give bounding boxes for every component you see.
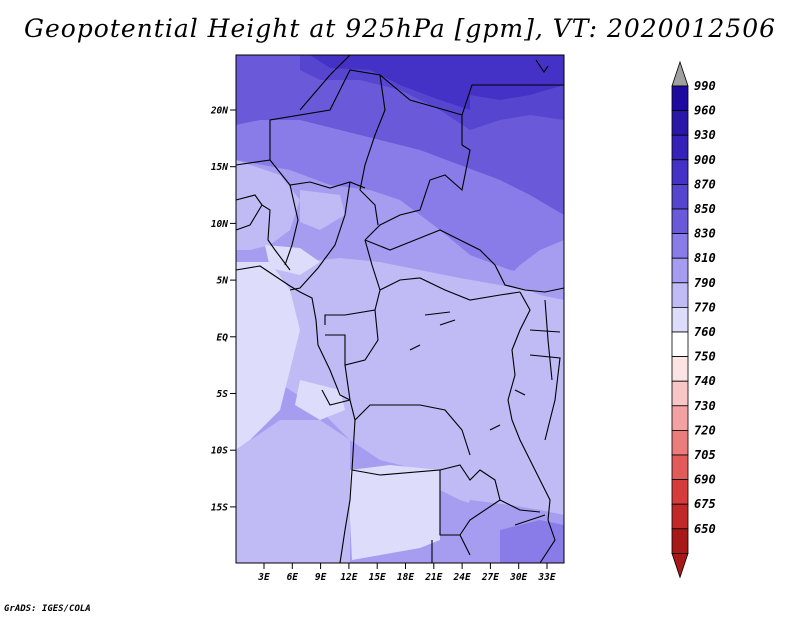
lat-tick-label: 10S xyxy=(211,446,228,457)
colorbar-bottom-arrow xyxy=(671,553,689,579)
lat-tick-label: 15S xyxy=(211,502,228,513)
colorbar-label: 850 xyxy=(694,202,716,216)
lon-tick-label: 12E xyxy=(340,572,357,583)
colorbar-swatch xyxy=(671,528,689,554)
lat-tick-label: EQ xyxy=(217,332,229,343)
colorbar-label: 750 xyxy=(694,350,716,364)
colorbar-swatch xyxy=(671,479,689,505)
colorbar-swatch xyxy=(671,110,689,136)
map-title: Geopotential Height at 925hPa [gpm], VT:… xyxy=(23,14,777,43)
colorbar-swatch xyxy=(671,306,689,333)
lat-tick-label: 10N xyxy=(211,219,228,230)
colorbar-label: 990 xyxy=(694,79,716,93)
colorbar-label: 730 xyxy=(694,399,716,413)
colorbar-label: 930 xyxy=(694,128,716,142)
longitude-axis: 3E 6E 9E 12E 15E 18E 21E 24E 27E 30E 33E xyxy=(257,563,556,583)
colorbar-swatch xyxy=(671,331,689,358)
lat-tick-label: 5N xyxy=(217,276,229,287)
lat-tick-label: 15N xyxy=(211,162,228,173)
latitude-axis: 20N 15N 10N 5N EQ 5S 10S 15S xyxy=(210,106,236,513)
colorbar-swatch xyxy=(671,429,689,456)
colorbar-swatch xyxy=(671,183,689,210)
colorbar-swatch xyxy=(671,356,689,382)
lon-tick-label: 6E xyxy=(287,572,299,583)
lon-tick-label: 18E xyxy=(397,572,414,583)
colorbar-label: 690 xyxy=(694,473,716,487)
lon-tick-label: 21E xyxy=(424,572,442,583)
colorbar-swatch xyxy=(671,257,689,284)
contour-field xyxy=(236,55,564,563)
colorbar-label: 770 xyxy=(694,300,716,314)
colorbar-swatch xyxy=(671,282,689,308)
lon-tick-label: 15E xyxy=(369,572,386,583)
colorbar-label: 740 xyxy=(694,374,716,388)
lon-tick-label: 3E xyxy=(257,572,270,583)
colorbar-label: 705 xyxy=(694,448,716,462)
colorbar-label: 960 xyxy=(694,104,716,118)
colorbar: 960 930 900 870 850 830 810 790 770 760 750 740 730 7… xyxy=(671,60,716,579)
colorbar-label: 830 xyxy=(694,227,716,241)
colorbar-label: 790 xyxy=(694,276,716,290)
country-borders xyxy=(235,54,565,564)
lon-tick-label: 30E xyxy=(509,572,527,583)
colorbar-label: 870 xyxy=(694,177,716,191)
credit-label: GrADS: IGES/COLA xyxy=(4,604,91,614)
colorbar-swatch xyxy=(671,134,689,161)
lon-tick-label: 9E xyxy=(315,572,327,583)
colorbar-swatch xyxy=(671,380,689,407)
colorbar-swatch xyxy=(671,208,689,235)
colorbar-swatch xyxy=(671,503,689,530)
colorbar-swatch xyxy=(671,85,689,112)
lon-tick-label: 33E xyxy=(537,572,555,583)
lon-tick-label: 27E xyxy=(481,572,499,583)
colorbar-swatch xyxy=(671,159,689,185)
map-frame xyxy=(235,54,565,564)
lat-tick-label: 20N xyxy=(210,106,228,117)
colorbar-label: 810 xyxy=(694,251,716,265)
colorbar-swatch xyxy=(671,405,689,431)
lon-tick-label: 24E xyxy=(453,572,471,583)
colorbar-swatch xyxy=(671,233,689,259)
colorbar-label: 900 xyxy=(694,153,716,167)
colorbar-label: 650 xyxy=(694,522,716,536)
colorbar-label: 720 xyxy=(694,423,716,437)
colorbar-top-arrow xyxy=(671,60,689,87)
colorbar-swatch xyxy=(671,454,689,481)
lat-tick-label: 5S xyxy=(217,389,229,400)
colorbar-label: 675 xyxy=(694,497,716,511)
colorbar-label: 760 xyxy=(694,325,716,339)
